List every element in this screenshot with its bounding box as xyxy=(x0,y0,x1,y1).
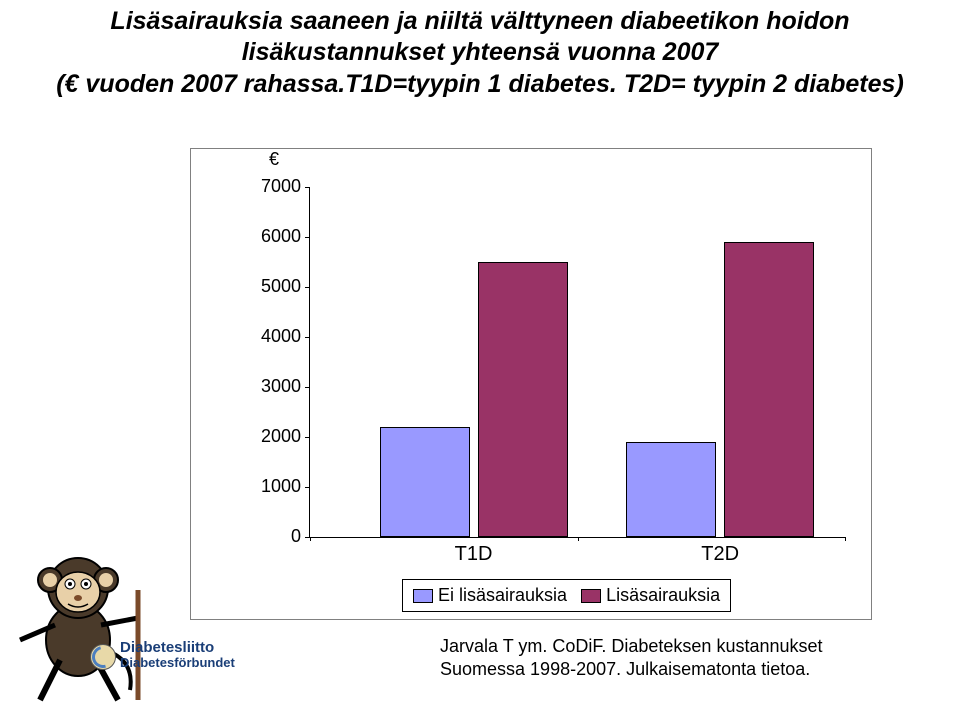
title-line-3: (€ vuoden 2007 rahassa.T1D=tyypin 1 diab… xyxy=(10,69,950,100)
y-tick-label: 4000 xyxy=(251,327,301,345)
y-tick xyxy=(305,387,309,388)
bar-T1D-1 xyxy=(478,262,568,537)
y-tick xyxy=(305,337,309,338)
y-tick xyxy=(305,437,309,438)
y-tick-label: 7000 xyxy=(251,177,301,195)
y-tick xyxy=(305,187,309,188)
legend-label-1: Lisäsairauksia xyxy=(606,585,720,606)
bar-T2D-1 xyxy=(724,242,814,537)
credit-line-2: Suomessa 1998-2007. Julkaisematonta tiet… xyxy=(440,658,823,681)
y-tick-label: 2000 xyxy=(251,427,301,445)
bar-T2D-0 xyxy=(626,442,716,537)
credit-line-1: Jarvala T ym. CoDiF. Diabeteksen kustann… xyxy=(440,635,823,658)
credit-text: Jarvala T ym. CoDiF. Diabeteksen kustann… xyxy=(440,635,823,680)
title-block: Lisäsairauksia saaneen ja niiltä välttyn… xyxy=(0,0,960,100)
legend: Ei lisäsairauksia Lisäsairauksia xyxy=(402,579,731,612)
y-tick xyxy=(305,487,309,488)
y-tick-label: 5000 xyxy=(251,277,301,295)
x-label-T2D: T2D xyxy=(701,543,739,566)
y-tick xyxy=(305,537,309,538)
logo-title: Diabetesliitto xyxy=(120,640,235,656)
logo-subtitle: Diabetesförbundet xyxy=(120,656,235,670)
y-tick-label: 0 xyxy=(251,527,301,545)
y-tick-label: 6000 xyxy=(251,227,301,245)
legend-swatch-1 xyxy=(581,589,601,603)
legend-swatch-0 xyxy=(413,589,433,603)
y-tick-label: 3000 xyxy=(251,377,301,395)
monkey-illustration xyxy=(0,540,160,710)
title-line-1: Lisäsairauksia saaneen ja niiltä välttyn… xyxy=(10,6,950,37)
logo-block: Diabetesliitto Diabetesförbundet xyxy=(120,640,235,669)
plot-area xyxy=(309,187,846,538)
chart-frame: € 0 1000 2000 3000 4000 5000 6000 7000 T1D T2D E… xyxy=(190,148,872,620)
x-label-T1D: T1D xyxy=(455,543,493,566)
y-tick-label: 1000 xyxy=(251,477,301,495)
legend-item-complications: Lisäsairauksia xyxy=(581,585,720,606)
legend-item-no-complications: Ei lisäsairauksia xyxy=(413,585,567,606)
y-tick xyxy=(305,287,309,288)
legend-label-0: Ei lisäsairauksia xyxy=(438,585,567,606)
title-line-2: lisäkustannukset yhteensä vuonna 2007 xyxy=(10,37,950,68)
bar-T1D-0 xyxy=(380,427,470,537)
y-tick xyxy=(305,237,309,238)
y-axis-currency: € xyxy=(269,149,279,170)
